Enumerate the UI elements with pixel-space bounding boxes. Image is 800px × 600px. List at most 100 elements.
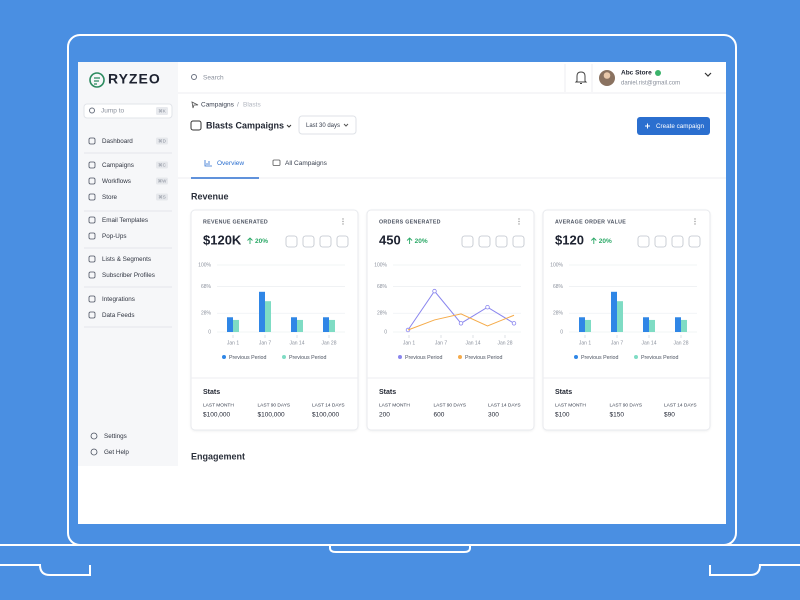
chart-type-toggle[interactable] [512,235,525,248]
jump-search[interactable] [83,103,173,119]
search-icon [191,74,197,80]
chart-type-toggle[interactable] [637,235,650,248]
bar [617,301,623,332]
search-icon [89,107,95,114]
nav-item[interactable]: Subscriber Profiles [102,272,155,279]
jump-placeholder: Jump to [101,108,125,115]
laptop-lid [67,34,737,546]
nav-item[interactable]: Dashboard [102,138,133,145]
nav-item[interactable]: Workflows [102,178,131,185]
stats-title: Stats [203,389,220,396]
stat-label: LAST MONTH [203,402,234,408]
y-tick-label: 0 [384,329,387,335]
up-arrow [406,237,413,244]
shortcut-badge [156,193,168,201]
create-campaign-button[interactable] [637,117,710,135]
shortcut: ⌘S [158,195,166,200]
nav-item[interactable]: Lists & Segments [102,256,151,263]
line-point [432,288,437,294]
stat-value: 200 [379,412,390,419]
y-tick-label: 100% [374,262,387,268]
card-value: $120K [203,232,242,247]
legend-swatch [574,355,578,359]
sidebar [78,62,178,466]
y-tick-label: 0 [208,329,211,335]
chart-type-toggle[interactable] [319,235,332,248]
breadcrumb-separator: / [237,102,239,109]
y-tick-label: 28% [553,311,564,317]
stat-label: LAST 14 DAYS [312,402,345,408]
line-point [485,305,490,310]
menu-dot [694,220,696,223]
bar [611,291,617,332]
nav-icon [88,177,96,185]
nav-icon [88,295,96,303]
nav-icon [88,137,96,145]
header-search[interactable]: Search [203,75,224,82]
stat-value: $100,000 [203,412,230,419]
card-label: REVENUE GENERATED [203,219,268,225]
tab-overview[interactable]: Overview [217,160,244,167]
account-name: Abc Store [621,70,652,77]
chart-type-toggle[interactable] [654,235,667,248]
nav-item[interactable]: Pop-Ups [102,233,127,240]
stat-label: LAST 90 DAYS [258,402,291,408]
breadcrumb-link[interactable]: Campaigns [201,102,235,109]
chart-type-toggle[interactable] [688,235,701,248]
bar [297,319,303,332]
nav-item[interactable]: Integrations [102,296,135,303]
nav-icon [90,432,98,440]
bar [681,319,687,332]
legend-swatch [398,355,402,359]
legend-label: Previous Period [405,355,442,361]
shortcut: ⌘D [158,139,167,144]
account-caret[interactable] [704,72,712,77]
logo-mark [89,72,105,88]
chart-type-toggle[interactable] [336,235,349,248]
x-tick-label: Jan 14 [465,340,480,346]
bar [585,319,591,332]
nav-item[interactable]: Campaigns [102,162,134,169]
legend-label: Previous Period [229,355,266,361]
legend-swatch [634,355,638,359]
tab-all-campaigns[interactable]: All Campaigns [285,160,328,167]
nav-item[interactable]: Email Templates [102,217,148,224]
y-tick-label: 68% [377,284,388,290]
chart-type-toggle[interactable] [478,235,491,248]
nav-item[interactable]: Data Feeds [102,312,135,319]
stats-title: Stats [555,389,572,396]
shortcut-badge [156,137,168,145]
menu-dot [518,223,520,225]
shortcut-badge [156,177,168,185]
notification-bell[interactable] [574,71,588,84]
laptop-base [0,544,800,553]
nav-icon [88,161,96,169]
legend-label: Previous Period [465,355,502,361]
tab-icon [272,159,281,166]
nav-icon [90,448,98,456]
shortcut: ⌘W [158,179,168,184]
title-caret[interactable] [286,124,292,128]
stat-value: $100,000 [258,412,285,419]
verified-badge [655,70,661,76]
chart-type-toggle[interactable] [302,235,315,248]
chart-type-toggle[interactable] [495,235,508,248]
y-tick-label: 28% [201,311,212,317]
stat-label: LAST 90 DAYS [434,402,467,408]
shortcut: ⌘K [158,109,166,114]
y-tick-label: 68% [553,284,564,290]
chart-type-toggle[interactable] [461,235,474,248]
stat-label: LAST 90 DAYS [610,402,643,408]
stat-value: $150 [610,412,625,419]
stat-label: LAST MONTH [555,402,586,408]
page-title: Blasts Campaigns [206,120,284,130]
nav-item[interactable]: Store [102,194,118,201]
date-range-dropdown[interactable] [298,115,357,135]
nav-item[interactable]: Settings [104,433,127,440]
chart-type-toggle[interactable] [671,235,684,248]
bar [227,317,233,332]
chart-type-toggle[interactable] [285,235,298,248]
nav-item[interactable]: Get Help [104,449,129,456]
button-label: Create campaign [656,123,704,130]
